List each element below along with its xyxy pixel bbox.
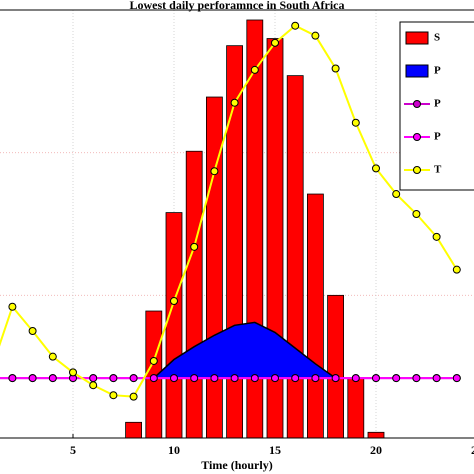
bar bbox=[367, 431, 385, 439]
marker bbox=[170, 297, 178, 306]
marker bbox=[8, 302, 17, 311]
legend-swatch bbox=[405, 64, 429, 78]
line bbox=[0, 24, 458, 398]
marker bbox=[392, 190, 401, 199]
legend-marker bbox=[413, 166, 421, 174]
bar bbox=[347, 377, 365, 439]
legend-box bbox=[399, 21, 474, 191]
x-axis-label: Time (hourly) bbox=[201, 458, 272, 472]
marker bbox=[230, 98, 239, 107]
marker bbox=[190, 374, 199, 383]
x-tick-label: 15 bbox=[269, 443, 281, 457]
legend-label: T bbox=[434, 164, 442, 176]
marker bbox=[351, 374, 360, 383]
marker bbox=[432, 232, 441, 241]
marker bbox=[452, 374, 461, 383]
marker bbox=[351, 118, 360, 127]
marker bbox=[170, 374, 178, 383]
x-tick-label: 25 bbox=[471, 443, 474, 457]
marker bbox=[271, 374, 279, 383]
x-tick-label: 10 bbox=[168, 443, 180, 457]
marker bbox=[48, 352, 57, 361]
marker bbox=[28, 374, 37, 383]
marker bbox=[412, 210, 421, 219]
marker bbox=[331, 64, 340, 73]
x-tick-label: 5 bbox=[70, 443, 76, 457]
marker bbox=[250, 374, 259, 383]
x-tick-label: 20 bbox=[370, 443, 382, 457]
marker bbox=[210, 167, 219, 176]
marker bbox=[291, 21, 300, 30]
marker bbox=[271, 38, 279, 47]
marker bbox=[129, 374, 138, 383]
area bbox=[151, 321, 338, 379]
marker bbox=[372, 374, 380, 383]
marker bbox=[109, 374, 118, 383]
marker bbox=[69, 368, 77, 377]
marker bbox=[109, 391, 118, 400]
bar bbox=[185, 150, 203, 439]
chart-title: Lowest daily perforamnce in South Africa bbox=[130, 0, 345, 12]
legend-marker bbox=[413, 133, 421, 141]
legend-swatch bbox=[405, 31, 429, 45]
legend-label: S bbox=[434, 32, 440, 44]
marker bbox=[311, 374, 320, 383]
marker bbox=[412, 374, 421, 383]
marker bbox=[8, 374, 17, 383]
marker bbox=[149, 374, 158, 383]
marker bbox=[89, 374, 98, 383]
bar bbox=[205, 96, 223, 439]
marker bbox=[372, 164, 380, 173]
marker bbox=[432, 374, 441, 383]
marker bbox=[48, 374, 57, 383]
bar bbox=[327, 294, 345, 439]
legend-label: P bbox=[434, 98, 441, 110]
bar bbox=[165, 212, 183, 439]
marker bbox=[89, 381, 98, 390]
bar bbox=[286, 75, 304, 439]
marker bbox=[210, 374, 219, 383]
marker bbox=[190, 242, 199, 251]
marker bbox=[392, 374, 401, 383]
marker bbox=[452, 265, 461, 274]
marker bbox=[331, 374, 340, 383]
legend-marker bbox=[413, 100, 421, 108]
marker bbox=[311, 31, 320, 40]
legend-label: P bbox=[434, 65, 441, 77]
legend-label: P bbox=[434, 131, 441, 143]
marker bbox=[291, 374, 300, 383]
marker bbox=[28, 327, 37, 335]
bar bbox=[125, 421, 142, 439]
marker bbox=[250, 65, 259, 74]
marker bbox=[149, 356, 158, 365]
marker bbox=[129, 392, 138, 401]
bar bbox=[306, 193, 324, 439]
marker bbox=[230, 374, 239, 383]
